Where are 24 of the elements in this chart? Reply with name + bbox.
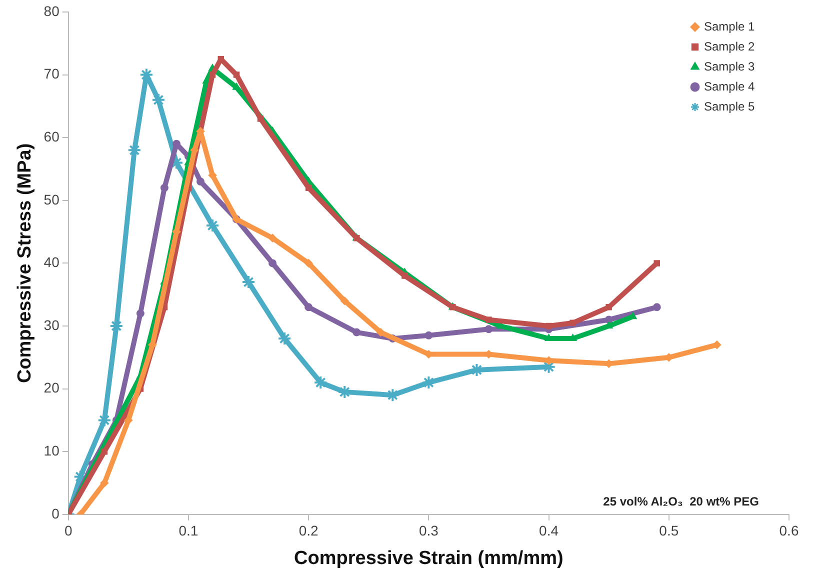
x-tick-label: 0 xyxy=(64,522,72,539)
legend-label: Sample 3 xyxy=(704,59,756,74)
x-tick-label: 0.5 xyxy=(659,522,679,539)
y-axis-title: Compressive Stress (MPa) xyxy=(14,143,36,384)
x-tick-label: 0.1 xyxy=(178,522,198,539)
y-tick-label: 70 xyxy=(44,66,60,82)
y-tick-label: 80 xyxy=(44,2,60,19)
legend-label: Sample 4 xyxy=(704,79,756,94)
y-tick-label: 50 xyxy=(44,191,60,208)
x-tick-label: 0.4 xyxy=(539,522,559,539)
y-tick-label: 0 xyxy=(52,505,60,522)
x-tick-label: 0.3 xyxy=(418,522,439,539)
y-tick-label: 10 xyxy=(44,442,60,458)
legend-label: Sample 2 xyxy=(704,39,756,54)
y-tick-label: 20 xyxy=(44,380,60,396)
x-tick-label: 0.6 xyxy=(779,522,799,539)
legend-label: Sample 1 xyxy=(704,19,756,34)
y-tick-label: 30 xyxy=(44,316,60,333)
y-tick-label: 40 xyxy=(44,254,60,270)
legend-label: Sample 5 xyxy=(704,99,756,114)
y-tick-label: 60 xyxy=(44,128,60,144)
annotation: 25 vol% Al₂O₃ 20 wt% PEG xyxy=(603,494,759,509)
x-axis-title: Compressive Strain (mm/mm) xyxy=(294,548,564,569)
x-tick-label: 0.2 xyxy=(298,522,319,539)
